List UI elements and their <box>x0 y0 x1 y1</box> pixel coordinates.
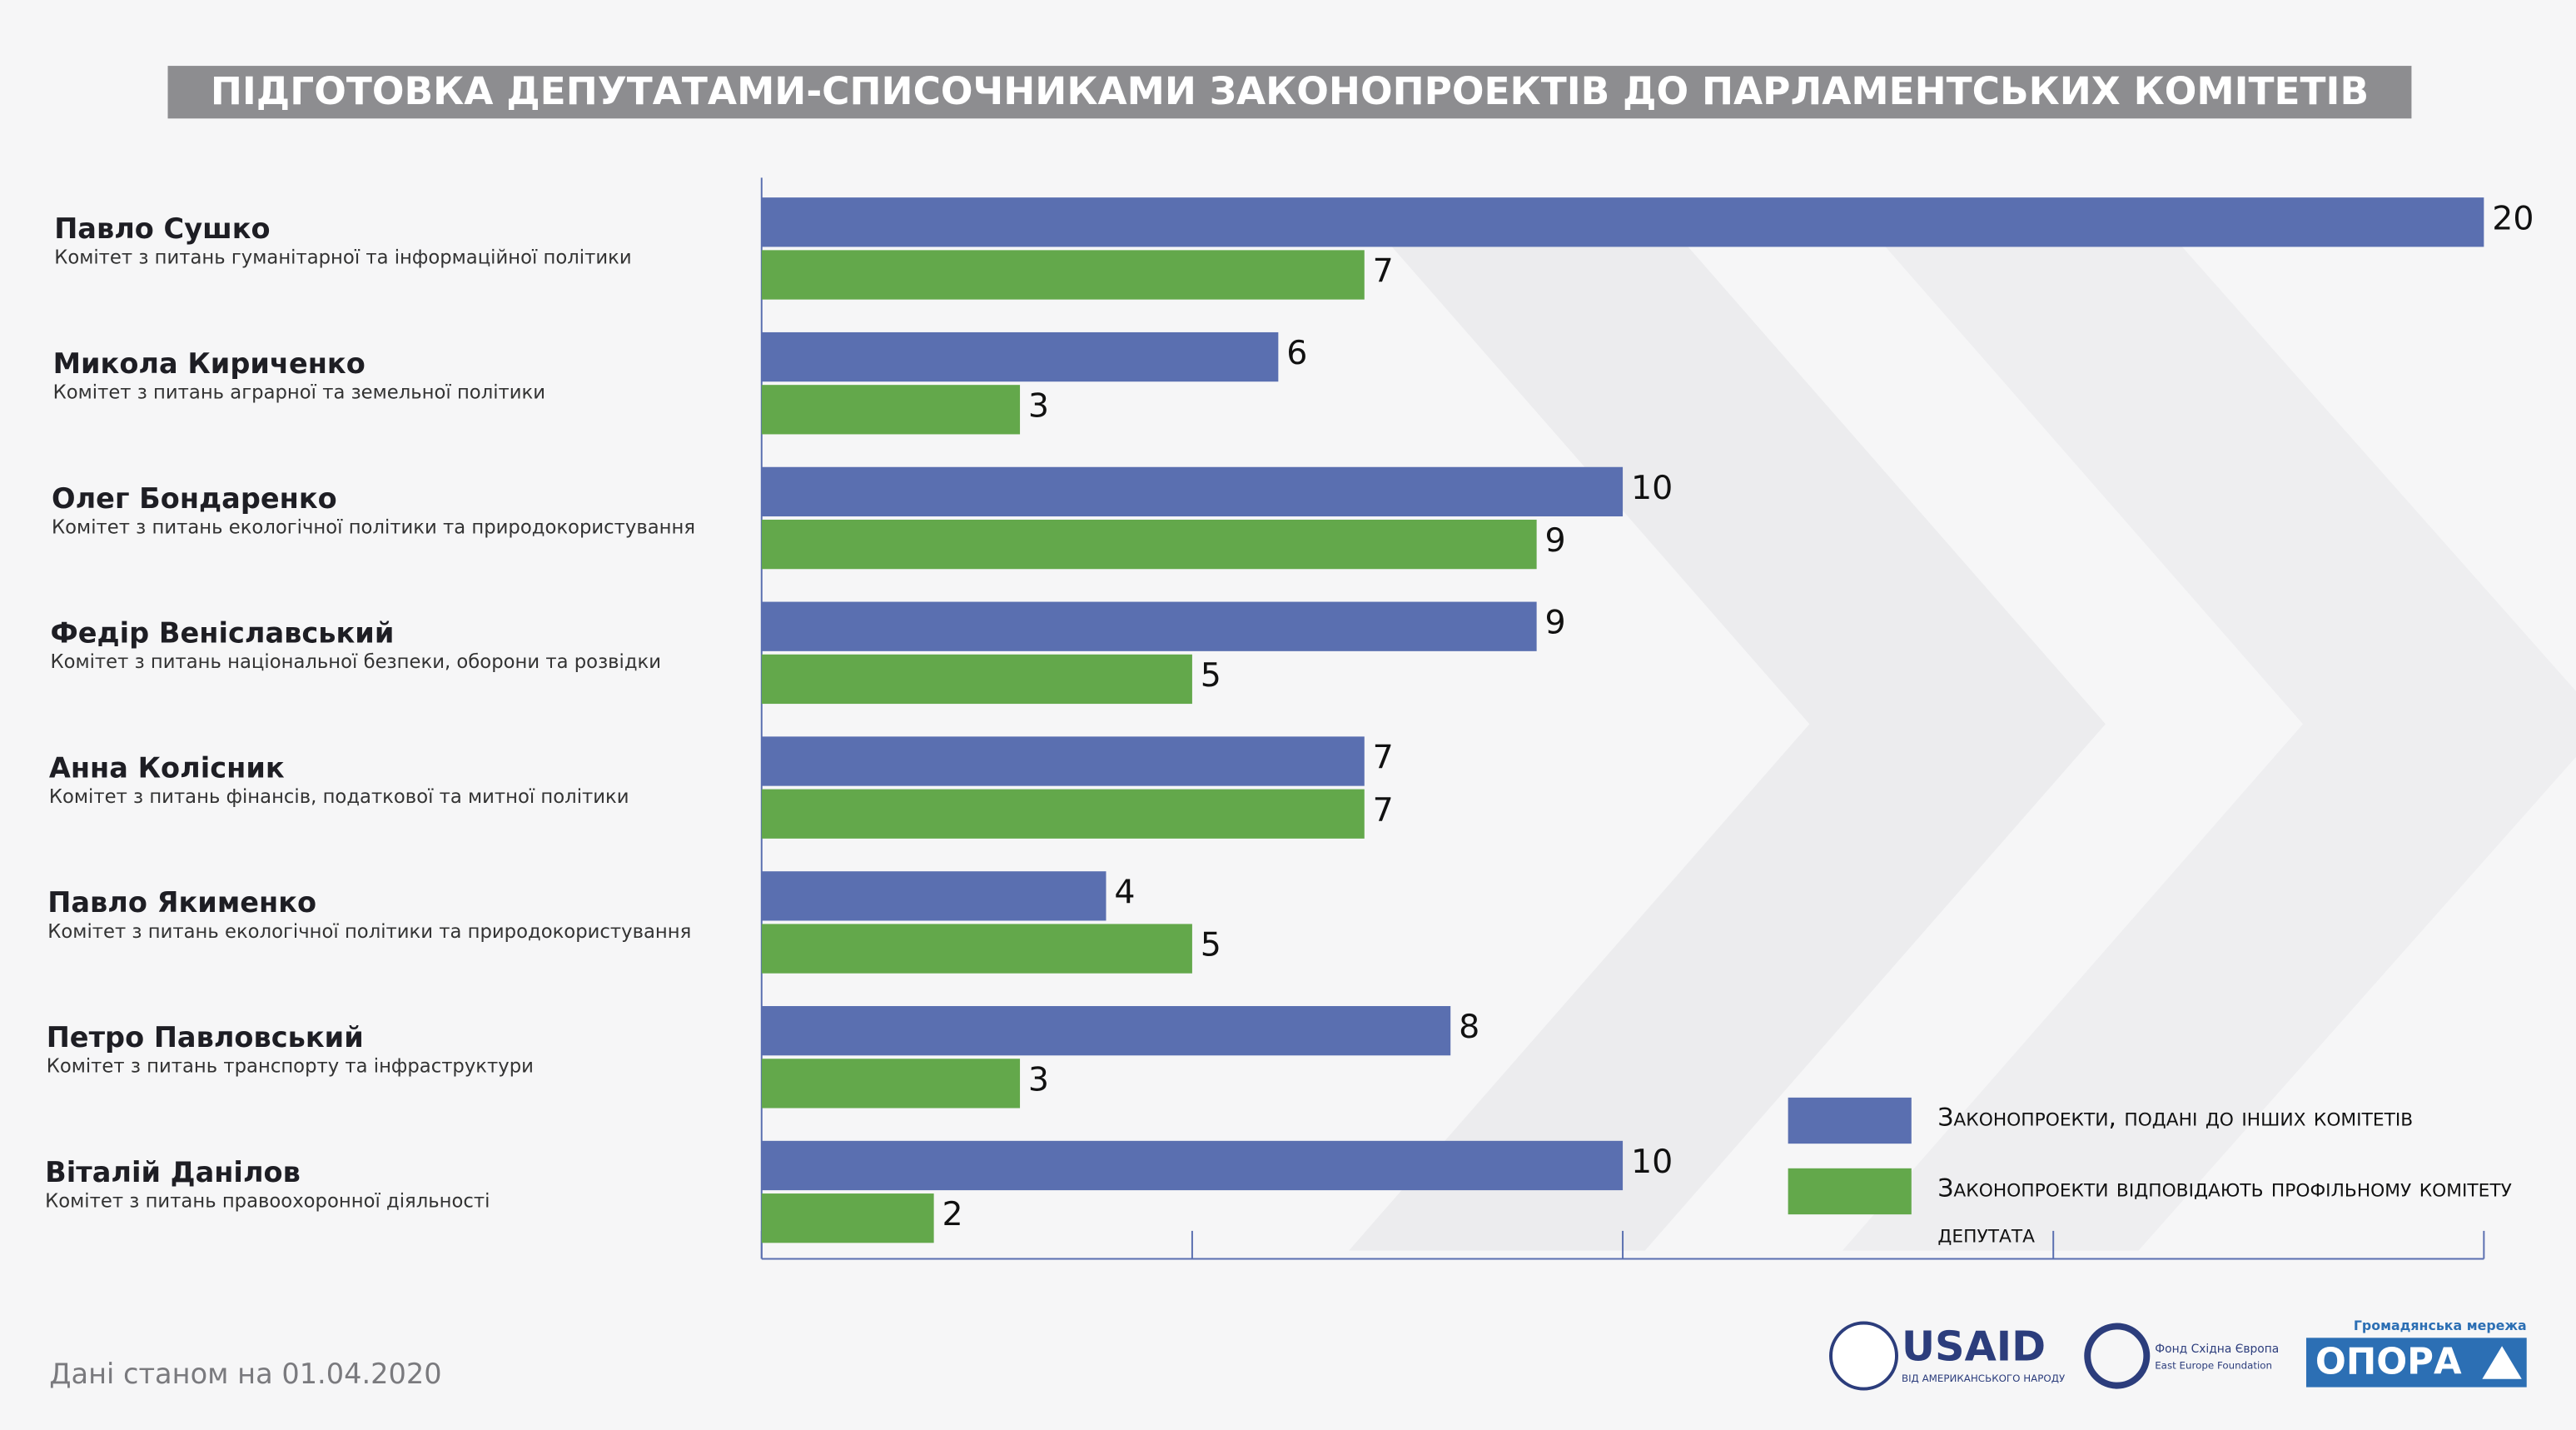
value-label: 3 <box>1028 1060 1049 1099</box>
category-label: Федір Веніславський <box>50 617 394 650</box>
legend-label: Законопроекти, подані до інших комітетів <box>1937 1102 2414 1133</box>
value-label: 2 <box>942 1195 963 1233</box>
bar <box>761 736 1365 786</box>
committee-label: Комітет з питань аграрної та земельної п… <box>53 382 545 404</box>
bar <box>761 1140 1624 1191</box>
value-label: 4 <box>1114 873 1135 911</box>
bar <box>761 924 1192 974</box>
bar <box>761 789 1365 839</box>
legend-swatch <box>1788 1097 1912 1144</box>
footer-logos: USAID ВІД АМЕРИКАНСЬКОГО НАРОДУ Фонд Схі… <box>1829 1318 2527 1391</box>
committee-label: Комітет з питань національної безпеки, о… <box>50 651 661 673</box>
bar <box>761 331 1279 382</box>
legend-label: Законопроекти відповідають профільному к… <box>1937 1173 2512 1248</box>
category-label: Олег Бондаренко <box>52 482 337 515</box>
value-label: 9 <box>1545 521 1566 560</box>
decor <box>1349 197 2106 1251</box>
value-label: 10 <box>1631 1143 1673 1181</box>
committee-label: Комітет з питань екологічної політики та… <box>47 921 691 943</box>
value-label: 7 <box>1373 791 1394 830</box>
value-label: 7 <box>1373 739 1394 777</box>
bar <box>761 197 2484 247</box>
legend-entry: Законопроекти відповідають профільному к… <box>1937 1173 2512 1248</box>
category-label: Павло Сушко <box>54 212 270 245</box>
eef-logo-mark <box>2084 1323 2151 1389</box>
bar <box>761 601 1537 651</box>
value-label: 5 <box>1201 926 1221 964</box>
value-label: 7 <box>1373 252 1394 291</box>
bar <box>761 1006 1451 1056</box>
value-label: 8 <box>1459 1008 1479 1046</box>
legend-swatch <box>1788 1168 1912 1215</box>
committee-label: Комітет з питань фінансів, податкової та… <box>49 786 629 808</box>
eef-logo-en: East Europe Foundation <box>2155 1359 2272 1371</box>
logo-seal <box>1829 1321 1898 1391</box>
value-label: 20 <box>2492 199 2534 237</box>
committee-label: Комітет з питань правоохоронної діяльнос… <box>45 1190 490 1212</box>
bar <box>761 1193 934 1243</box>
eef-logo: Фонд Східна Європа <box>2155 1343 2279 1356</box>
chart-title: ПІДГОТОВКА ДЕПУТАТАМИ-СПИСОЧНИКАМИ ЗАКОН… <box>211 69 2369 113</box>
committee-label: Комітет з питань гуманітарної та інформа… <box>54 247 631 269</box>
title-box <box>167 66 2412 119</box>
category-label: Павло Якименко <box>47 886 316 919</box>
note: Дані станом на 01.04.2020 <box>49 1358 441 1390</box>
decor <box>1842 197 2576 1251</box>
value-label: 9 <box>1545 604 1566 642</box>
category-label: Віталій Данілов <box>45 1156 301 1188</box>
committee-label: Комітет з питань екологічної політики та… <box>52 516 695 538</box>
committee-label: Комітет з питань транспорту та інфрастру… <box>47 1056 534 1078</box>
bar <box>761 1059 1021 1109</box>
category-label: Петро Павловський <box>47 1021 364 1054</box>
bar <box>761 466 1624 517</box>
bar <box>761 250 1365 300</box>
value-label: 10 <box>1631 469 1673 507</box>
opora-triangle <box>2482 1346 2522 1379</box>
usaid-logo: USAID <box>1902 1323 2046 1371</box>
category-label: Анна Колісник <box>49 751 285 784</box>
usaid-sub: ВІД АМЕРИКАНСЬКОГО НАРОДУ <box>1902 1373 2066 1384</box>
bar <box>761 654 1192 705</box>
bar <box>761 871 1106 921</box>
opora-sub: Громадянська мережа <box>2354 1318 2527 1333</box>
opora-logo: ОПОРА <box>2315 1341 2462 1383</box>
bar <box>761 385 1021 435</box>
bar <box>761 519 1537 570</box>
legend-entry: Законопроекти, подані до інших комітетів <box>1937 1102 2414 1133</box>
value-label: 3 <box>1028 386 1049 425</box>
value-label: 6 <box>1286 334 1307 372</box>
value-label: 5 <box>1201 656 1221 695</box>
category-label: Микола Кириченко <box>53 347 366 380</box>
